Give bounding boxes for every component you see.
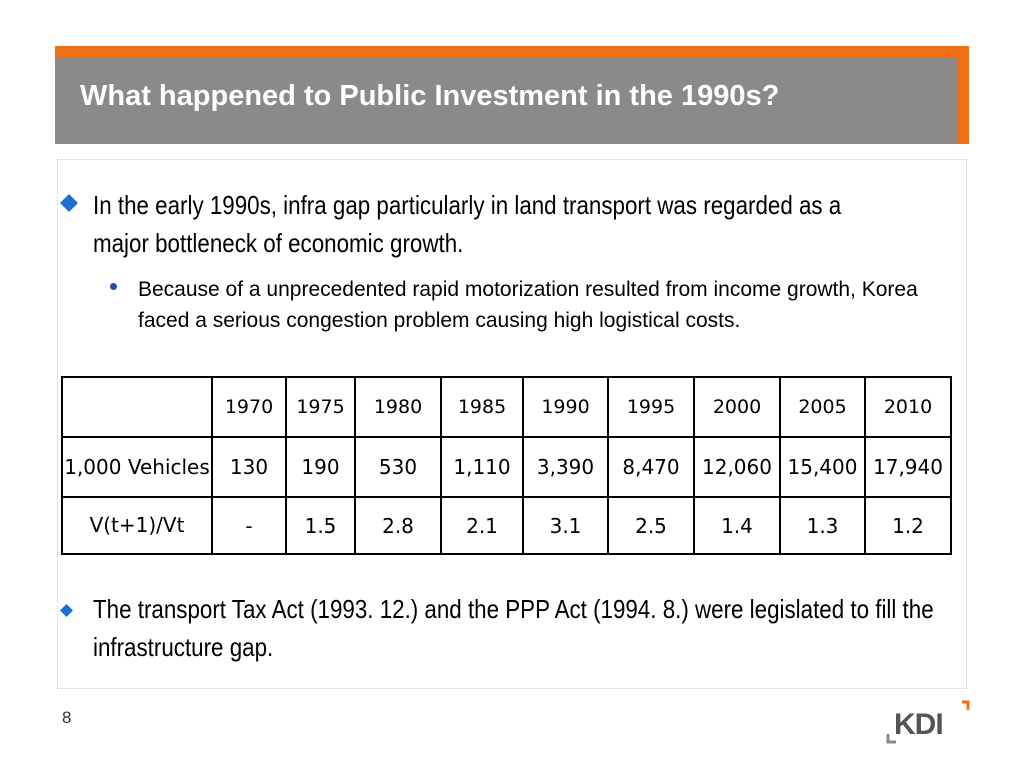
row-label: V(t+1)/Vt bbox=[61, 496, 213, 555]
year-cell: 2000 bbox=[693, 376, 781, 438]
table-cell: 2.8 bbox=[354, 496, 442, 555]
table-header-row: 1970 1975 1980 1985 1990 1995 2000 2005 … bbox=[61, 376, 952, 438]
kdi-logo: KDI bbox=[886, 700, 970, 744]
title-bar bbox=[55, 58, 957, 144]
year-cell: 1980 bbox=[354, 376, 442, 438]
year-cell: 2005 bbox=[779, 376, 866, 438]
year-cell: 1995 bbox=[607, 376, 695, 438]
table-cell: 1.4 bbox=[693, 496, 781, 555]
table-cell: 3.1 bbox=[522, 496, 609, 555]
table-row: 1,000 Vehicles 130 190 530 1,110 3,390 8… bbox=[61, 436, 952, 498]
table-cell: 1.5 bbox=[285, 496, 356, 555]
year-cell: 1990 bbox=[522, 376, 609, 438]
table-cell: 15,400 bbox=[779, 436, 866, 498]
main-bullet-text: In the early 1990s, infra gap particular… bbox=[93, 190, 842, 258]
sub-bullet-text: Because of a unprecedented rapid motoriz… bbox=[138, 278, 918, 332]
row-label: 1,000 Vehicles bbox=[61, 436, 213, 498]
table-cell: 1.3 bbox=[779, 496, 866, 555]
page-number: 8 bbox=[62, 708, 72, 727]
table-cell: 190 bbox=[285, 436, 356, 498]
table-cell: 130 bbox=[211, 436, 287, 498]
table-cell: 2.5 bbox=[607, 496, 695, 555]
table-corner-cell bbox=[61, 376, 213, 438]
table-cell: 1.2 bbox=[864, 496, 952, 555]
table-cell: 8,470 bbox=[607, 436, 695, 498]
slide-title: What happened to Public Investment in th… bbox=[80, 80, 780, 112]
table-cell: 3,390 bbox=[522, 436, 609, 498]
table-cell: - bbox=[211, 496, 287, 555]
table-cell: 530 bbox=[354, 436, 442, 498]
table-cell: 2.1 bbox=[440, 496, 524, 555]
dot-bullet-icon bbox=[110, 283, 117, 290]
diamond-bullet-icon bbox=[60, 194, 78, 212]
year-cell: 1970 bbox=[211, 376, 287, 438]
year-cell: 1985 bbox=[440, 376, 524, 438]
svg-text:KDI: KDI bbox=[894, 708, 943, 741]
table-cell: 1,110 bbox=[440, 436, 524, 498]
table-row: V(t+1)/Vt - 1.5 2.8 2.1 3.1 2.5 1.4 1.3 … bbox=[61, 496, 952, 555]
second-bullet-text: The transport Tax Act (1993. 12.) and th… bbox=[93, 594, 934, 662]
vehicles-table: 1970 1975 1980 1985 1990 1995 2000 2005 … bbox=[61, 376, 952, 555]
diamond-bullet-icon bbox=[60, 604, 73, 617]
table-cell: 17,940 bbox=[864, 436, 952, 498]
content-frame bbox=[57, 159, 967, 689]
year-cell: 1975 bbox=[285, 376, 356, 438]
table-cell: 12,060 bbox=[693, 436, 781, 498]
year-cell: 2010 bbox=[864, 376, 952, 438]
